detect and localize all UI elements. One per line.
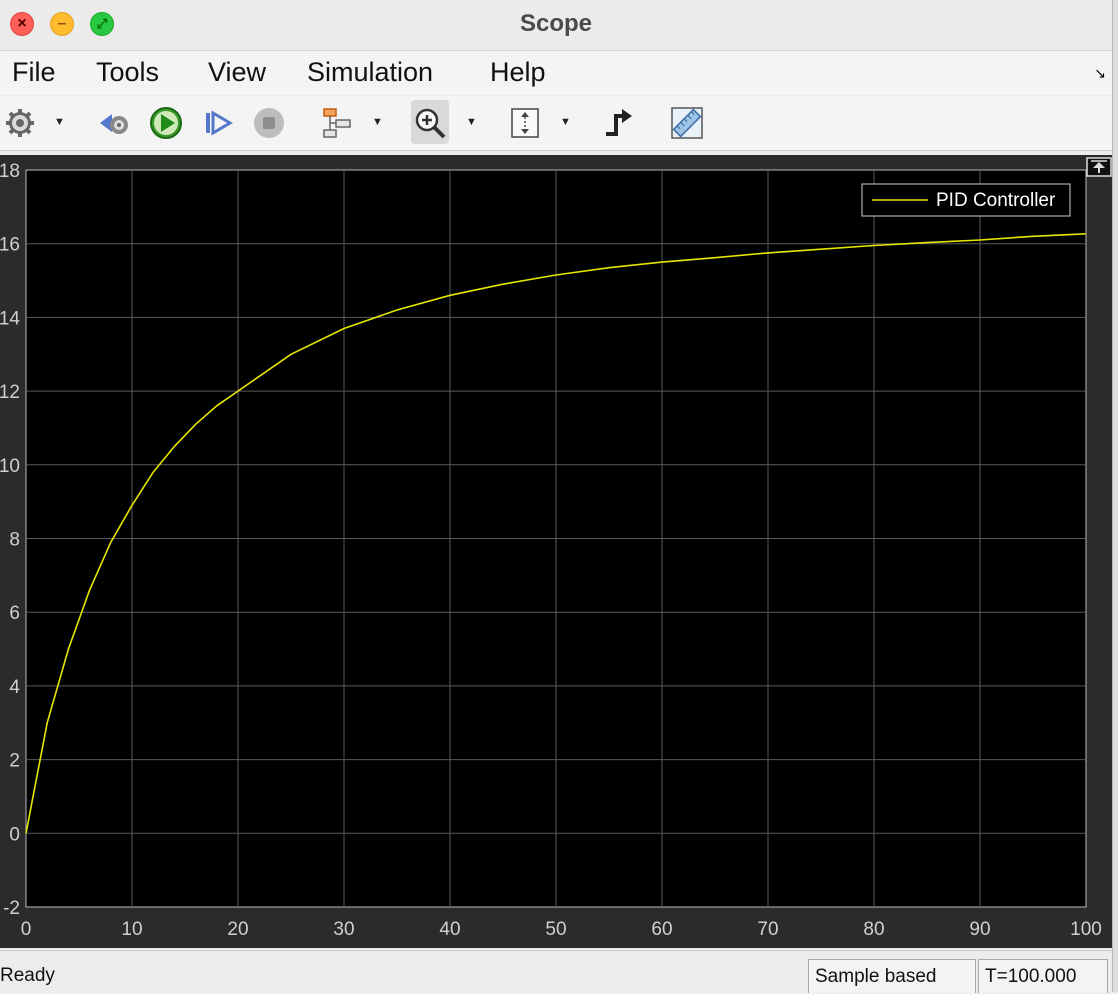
status-text: Ready [0, 965, 55, 986]
y-tick-label: 2 [9, 751, 20, 772]
menu-view[interactable]: View [208, 57, 267, 87]
expand-arrow-icon [1093, 162, 1105, 168]
zoom-in-icon[interactable] [413, 106, 447, 140]
scope-chart: 0 10 20 30 40 50 60 70 80 90 100 -2024681012141618… [0, 157, 1112, 940]
signal-layout-icon[interactable] [320, 106, 354, 140]
series-lines [25, 233, 1087, 834]
minimize-window-button[interactable]: – [50, 12, 74, 36]
autoscale-icon[interactable] [508, 106, 542, 140]
menu-simulation[interactable]: Simulation [307, 57, 434, 87]
x-tick-label: 40 [439, 919, 460, 940]
y-tick-label: 10 [0, 456, 20, 477]
triggers-icon[interactable] [602, 106, 636, 140]
settings-dropdown-icon[interactable]: ▼ [54, 116, 65, 128]
undock-icon[interactable]: ↘ [1094, 65, 1106, 81]
run-icon[interactable] [149, 106, 183, 140]
menu-help[interactable]: Help [490, 57, 546, 87]
minimize-icon: – [57, 15, 67, 32]
x-tick-label: 30 [333, 919, 354, 940]
settings-icon[interactable] [4, 106, 38, 140]
window-right-edge [1112, 0, 1118, 992]
window-title: Scope [519, 10, 593, 37]
y-tick-label: 18 [0, 161, 20, 182]
toolbar: ▼ ▼ ▼ ▼ [0, 96, 1112, 151]
maximize-icon: ⤢ [96, 16, 108, 31]
x-tick-label: 100 [1070, 919, 1102, 940]
grid-lines [26, 170, 1086, 907]
x-tick-label: 10 [121, 919, 142, 940]
sample-mode-indicator: Sample based [808, 959, 976, 993]
y-tick-label: 16 [0, 235, 20, 256]
signal-layout-dropdown-icon[interactable]: ▼ [372, 116, 383, 128]
zoom-dropdown-icon[interactable]: ▼ [466, 116, 477, 128]
y-tick-label: 4 [9, 677, 20, 698]
x-tick-labels: 0 10 20 30 40 50 60 70 80 90 100 [21, 919, 1102, 940]
x-tick-label: 20 [227, 919, 248, 940]
scope-display: 0 10 20 30 40 50 60 70 80 90 100 -2 0 2 4 6 8 10 12 14 16 18… [0, 155, 1112, 948]
menu-tools[interactable]: Tools [96, 57, 160, 87]
y-tick-labels: -2 0 2 4 6 8 10 12 14 16 18 [0, 161, 20, 919]
y-tick-label: 0 [9, 824, 20, 845]
step-back-icon[interactable] [98, 106, 132, 140]
x-tick-label: 0 [21, 919, 32, 940]
maximize-window-button[interactable]: ⤢ [90, 12, 114, 36]
stop-icon[interactable] [252, 106, 286, 140]
y-tick-label: 6 [9, 603, 20, 624]
legend[interactable]: PID Controller [861, 183, 1071, 217]
menu-bar: File Tools View Simulation Help ↘ [0, 51, 1112, 95]
simulation-time-indicator: T=100.000 [978, 959, 1108, 993]
autoscale-dropdown-icon[interactable]: ▼ [560, 116, 571, 128]
series-line-pid-controller [25, 233, 1087, 834]
y-tick-label: 14 [0, 308, 20, 329]
close-window-button[interactable]: × [10, 12, 34, 36]
undock-axes-button[interactable] [1086, 157, 1112, 177]
measurements-icon[interactable] [670, 106, 704, 140]
y-tick-label: 12 [0, 382, 20, 403]
legend-label: PID Controller [936, 190, 1056, 211]
y-tick-label: -2 [3, 898, 20, 919]
close-icon: × [17, 15, 27, 32]
x-tick-label: 90 [969, 919, 990, 940]
step-forward-icon[interactable] [200, 106, 234, 140]
menu-file[interactable]: File [12, 57, 56, 87]
window-titlebar: × – ⤢ Scope [0, 0, 1112, 51]
x-tick-label: 70 [757, 919, 778, 940]
x-tick-label: 50 [545, 919, 566, 940]
x-tick-label: 80 [863, 919, 884, 940]
y-tick-label: 8 [9, 530, 20, 551]
x-tick-label: 60 [651, 919, 672, 940]
status-bar: Ready Sample based T=100.000 [0, 950, 1112, 993]
